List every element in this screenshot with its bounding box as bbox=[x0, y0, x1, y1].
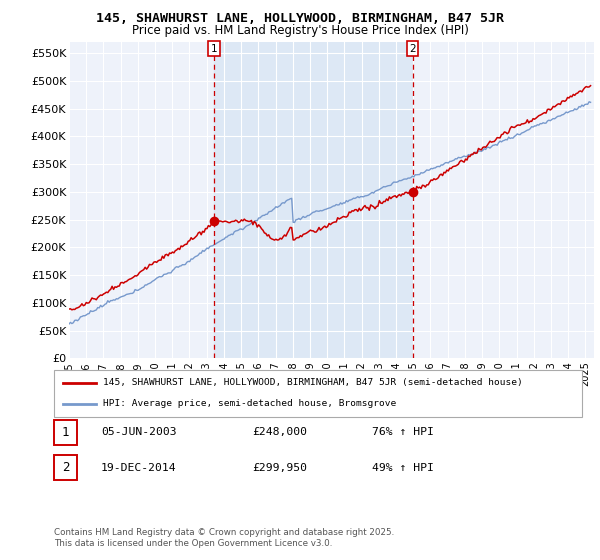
Text: £299,950: £299,950 bbox=[252, 463, 307, 473]
Bar bbox=[214, 42, 413, 358]
Text: Contains HM Land Registry data © Crown copyright and database right 2025.
This d: Contains HM Land Registry data © Crown c… bbox=[54, 528, 394, 548]
Text: 1: 1 bbox=[211, 44, 217, 54]
Text: HPI: Average price, semi-detached house, Bromsgrove: HPI: Average price, semi-detached house,… bbox=[103, 399, 397, 408]
Text: £248,000: £248,000 bbox=[252, 427, 307, 437]
Text: 145, SHAWHURST LANE, HOLLYWOOD, BIRMINGHAM, B47 5JR (semi-detached house): 145, SHAWHURST LANE, HOLLYWOOD, BIRMINGH… bbox=[103, 379, 523, 388]
Text: 2: 2 bbox=[62, 461, 69, 474]
Text: 49% ↑ HPI: 49% ↑ HPI bbox=[372, 463, 434, 473]
Text: 19-DEC-2014: 19-DEC-2014 bbox=[101, 463, 176, 473]
Text: 05-JUN-2003: 05-JUN-2003 bbox=[101, 427, 176, 437]
Text: 76% ↑ HPI: 76% ↑ HPI bbox=[372, 427, 434, 437]
Text: 145, SHAWHURST LANE, HOLLYWOOD, BIRMINGHAM, B47 5JR: 145, SHAWHURST LANE, HOLLYWOOD, BIRMINGH… bbox=[96, 12, 504, 25]
Text: 2: 2 bbox=[409, 44, 416, 54]
Text: 1: 1 bbox=[62, 426, 69, 439]
Text: Price paid vs. HM Land Registry's House Price Index (HPI): Price paid vs. HM Land Registry's House … bbox=[131, 24, 469, 36]
